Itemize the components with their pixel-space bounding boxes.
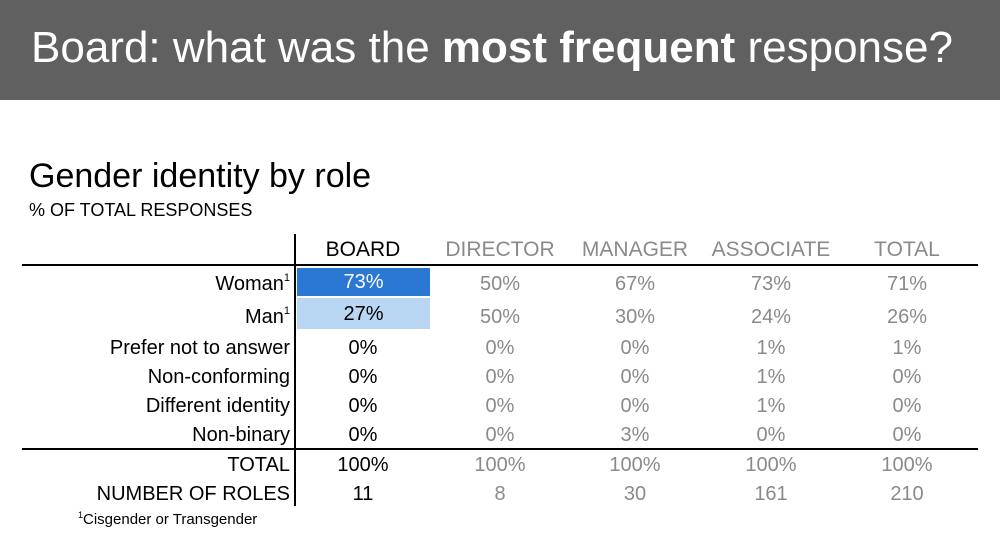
title-text-bold: most frequent bbox=[441, 23, 736, 72]
row-label: Different identity bbox=[22, 392, 290, 420]
cell-manager: 30 bbox=[623, 483, 647, 505]
cell-manager: 0% bbox=[620, 395, 650, 417]
cell-total: 100% bbox=[881, 454, 933, 476]
cell-total: 210 bbox=[890, 483, 924, 505]
table-header-divider bbox=[22, 264, 978, 266]
cell-manager: 30% bbox=[614, 306, 656, 328]
row-label-text: Non-binary bbox=[192, 424, 290, 446]
row-label: NUMBER OF ROLES bbox=[22, 480, 290, 508]
row-label-text: NUMBER OF ROLES bbox=[96, 483, 290, 505]
footnote-marker: 1 bbox=[283, 305, 290, 317]
cell-total: 0% bbox=[892, 395, 922, 417]
row-label: Prefer not to answer bbox=[22, 334, 290, 362]
title-text-1: Board: what was the bbox=[31, 23, 442, 72]
table-title: Gender identity by role bbox=[29, 157, 372, 195]
footnote-marker: 1 bbox=[283, 272, 290, 284]
row-label: Non-conforming bbox=[22, 363, 290, 391]
row-label-text: Woman bbox=[215, 273, 284, 295]
cell-manager: 0% bbox=[620, 337, 650, 359]
cell-associate: 0% bbox=[756, 424, 786, 446]
row-label-text: Different identity bbox=[145, 395, 290, 417]
cell-manager: 67% bbox=[614, 273, 656, 295]
cell-manager: 3% bbox=[620, 424, 650, 446]
footnote-text: Cisgender or Transgender bbox=[83, 511, 258, 528]
title-text-2: response? bbox=[735, 23, 953, 72]
cell-associate: 1% bbox=[756, 366, 786, 388]
cell-associate: 161 bbox=[754, 483, 788, 505]
cell-board: 11 bbox=[352, 483, 374, 505]
cell-board: 73% bbox=[297, 268, 430, 296]
table-vertical-divider bbox=[294, 234, 296, 506]
table-total-divider bbox=[22, 448, 978, 450]
row-label: Non-binary bbox=[22, 421, 290, 449]
row-label-text: Man bbox=[244, 306, 284, 328]
row-label-text: Non-conforming bbox=[147, 366, 290, 388]
column-header-director: DIRECTOR bbox=[445, 238, 555, 261]
cell-board: 0% bbox=[348, 366, 378, 388]
slide-title: Board: what was the most frequent respon… bbox=[31, 18, 953, 78]
cell-total: 0% bbox=[892, 424, 922, 446]
cell-board: 0% bbox=[348, 337, 378, 359]
row-label: Woman1 bbox=[22, 270, 290, 298]
slide-header: Board: what was the most frequent respon… bbox=[0, 0, 1000, 100]
column-header-board: BOARD bbox=[325, 238, 401, 261]
footnote-marker: 1 bbox=[78, 510, 84, 520]
cell-total: 0% bbox=[892, 366, 922, 388]
cell-board: 0% bbox=[348, 395, 378, 417]
cell-associate: 73% bbox=[750, 273, 792, 295]
cell-director: 0% bbox=[485, 424, 515, 446]
column-header-associate: ASSOCIATE bbox=[711, 238, 831, 261]
row-label: TOTAL bbox=[22, 451, 290, 479]
cell-associate: 100% bbox=[745, 454, 797, 476]
footnote: 1Cisgender or Transgender bbox=[78, 510, 258, 529]
cell-director: 0% bbox=[485, 366, 515, 388]
column-header-manager: MANAGER bbox=[581, 238, 689, 261]
cell-total: 26% bbox=[886, 306, 928, 328]
cell-director: 50% bbox=[479, 306, 521, 328]
cell-board: 27% bbox=[297, 298, 430, 329]
row-label-text: TOTAL bbox=[227, 454, 290, 476]
cell-manager: 100% bbox=[609, 454, 661, 476]
cell-board: 100% bbox=[337, 454, 389, 476]
cell-director: 0% bbox=[485, 395, 515, 417]
cell-total: 1% bbox=[892, 337, 922, 359]
row-label: Man1 bbox=[22, 303, 290, 331]
cell-board: 0% bbox=[348, 424, 378, 446]
table-subtitle: % OF TOTAL RESPONSES bbox=[29, 200, 253, 220]
cell-associate: 1% bbox=[756, 337, 786, 359]
cell-director: 0% bbox=[485, 337, 515, 359]
cell-associate: 24% bbox=[750, 306, 792, 328]
cell-associate: 1% bbox=[756, 395, 786, 417]
cell-director: 8 bbox=[494, 483, 506, 505]
row-label-text: Prefer not to answer bbox=[109, 337, 290, 359]
cell-total: 71% bbox=[886, 273, 928, 295]
cell-director: 50% bbox=[479, 273, 521, 295]
cell-manager: 0% bbox=[620, 366, 650, 388]
cell-director: 100% bbox=[474, 454, 526, 476]
column-header-total: TOTAL bbox=[874, 238, 940, 261]
